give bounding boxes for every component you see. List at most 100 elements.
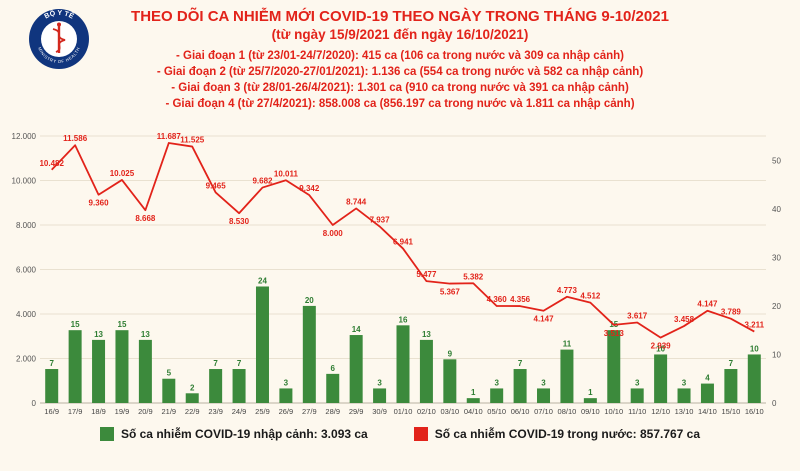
bar-value-label: 10 [656,344,665,353]
bar-imported-cases [654,354,668,403]
bar-imported-cases [677,388,691,403]
right-axis-tick-label: 10 [772,350,781,359]
bar-value-label: 2 [190,383,195,392]
x-axis-category-label: 19/9 [115,407,130,416]
right-axis-tick-label: 30 [772,253,781,262]
x-axis-category-label: 22/9 [185,407,200,416]
x-axis-category-label: 28/9 [325,407,340,416]
bar-value-label: 13 [94,330,103,339]
line-value-label: 4.356 [510,295,531,304]
bar-imported-cases [302,305,316,403]
bar-value-label: 1 [471,388,476,397]
line-value-label: 5.367 [440,288,461,297]
line-value-label: 8.000 [323,229,344,238]
x-axis-category-label: 29/9 [349,407,364,416]
left-axis-tick-label: 4.000 [16,310,37,319]
line-domestic-cases [51,142,755,339]
bar-imported-cases [443,359,457,403]
bar-value-label: 15 [71,320,80,329]
line-value-label: 10.025 [110,169,135,178]
bar-value-label: 3 [635,378,640,387]
x-axis-category-label: 02/10 [417,407,436,416]
x-axis-category-label: 07/10 [534,407,553,416]
line-value-label: 4.147 [534,315,555,324]
bar-value-label: 4 [705,374,710,383]
bar-imported-cases [255,286,269,403]
right-axis-tick-label: 50 [772,156,781,165]
bar-value-label: 7 [49,359,54,368]
x-axis-category-label: 10/10 [604,407,623,416]
bar-imported-cases [396,325,410,403]
line-value-label: 3.458 [674,315,695,324]
line-value-label: 8.744 [346,197,367,206]
left-axis-tick-label: 10.000 [12,177,37,186]
ministry-of-health-logo: BỘ Y TẾ MINISTRY OF HEALTH [28,8,90,70]
phase-4-line: - Giai đoạn 4 (từ 27/4/2021): 858.008 ca… [165,98,635,110]
bar-imported-cases [185,393,199,403]
line-value-label: 3.617 [627,312,648,321]
line-value-label: 5.477 [416,270,437,279]
bar-imported-cases [724,369,738,403]
chart-legend: Số ca nhiễm COVID-19 nhập cảnh: 3.093 ca… [0,427,800,441]
bar-imported-cases [68,330,82,403]
line-value-label: 10.482 [39,159,64,168]
covid-chart-svg: 12.00010.0008.0006.0004.0002.00005040302… [12,132,782,416]
x-axis-category-label: 16/10 [745,407,764,416]
phase-2-line: - Giai đoạn 2 (từ 25/7/2020-27/01/2021):… [156,66,644,78]
bar-imported-cases [115,330,129,403]
x-axis-category-label: 05/10 [487,407,506,416]
line-value-label: 7.937 [370,215,391,224]
bar-value-label: 14 [352,325,361,334]
x-axis-category-label: 25/9 [255,407,270,416]
line-value-label: 11.525 [180,136,205,145]
line-value-label: 4.512 [580,292,601,301]
x-axis-category-label: 21/9 [162,407,177,416]
x-axis-category-label: 15/10 [721,407,740,416]
line-value-label: 6.941 [393,238,414,247]
chart-header: THEO DÕI CA NHIỄM MỚI COVID-19 THEO NGÀY… [0,7,800,44]
bar-value-label: 7 [729,359,734,368]
line-value-label: 8.530 [229,217,250,226]
bar-imported-cases [583,398,597,403]
x-axis-category-label: 06/10 [511,407,530,416]
bar-value-label: 7 [213,359,218,368]
bar-imported-cases [630,388,644,403]
line-value-label: 2.939 [651,342,672,351]
right-axis-tick-label: 20 [772,302,781,311]
bar-imported-cases [209,369,223,403]
page-title: THEO DÕI CA NHIỄM MỚI COVID-19 THEO NGÀY… [131,8,669,25]
bar-value-label: 3 [377,378,382,387]
x-axis-category-label: 04/10 [464,407,483,416]
line-value-label: 9.360 [89,199,110,208]
phase-3-line: - Giai đoạn 3 (từ 28/01-26/4/2021): 1.30… [171,82,629,94]
bar-imported-cases [162,378,176,403]
x-axis-category-label: 16/9 [44,407,59,416]
bar-imported-cases [560,349,574,403]
right-axis-tick-label: 40 [772,205,781,214]
line-value-label: 9.342 [299,184,320,193]
page-subtitle: (từ ngày 15/9/2021 đến ngày 16/10/2021) [271,27,529,42]
line-value-label: 9.465 [206,181,227,190]
moh-logo-svg: BỘ Y TẾ MINISTRY OF HEALTH [29,8,89,69]
line-value-label: 11.687 [157,132,182,141]
left-axis-tick-label: 6.000 [16,266,37,275]
line-value-label: 11.586 [63,134,88,143]
left-axis-tick-label: 8.000 [16,221,37,230]
bar-value-label: 16 [399,315,408,324]
bar-imported-cases [349,335,363,403]
line-value-label: 9.682 [252,177,273,186]
x-axis-category-label: 09/10 [581,407,600,416]
bar-value-label: 20 [305,296,314,305]
line-value-label: 4.360 [487,295,508,304]
bar-imported-cases [138,339,152,403]
x-axis-category-label: 11/10 [628,407,646,416]
legend-item-imported: Số ca nhiễm COVID-19 nhập cảnh: 3.093 ca [99,427,368,441]
x-axis-category-label: 20/9 [138,407,153,416]
x-axis-category-label: 30/9 [372,407,387,416]
x-axis-category-label: 18/9 [91,407,106,416]
line-value-label: 3.789 [721,308,742,317]
line-value-label: 4.147 [697,300,718,309]
caduceus-icon [52,22,66,53]
line-value-label: 5.382 [463,272,484,281]
